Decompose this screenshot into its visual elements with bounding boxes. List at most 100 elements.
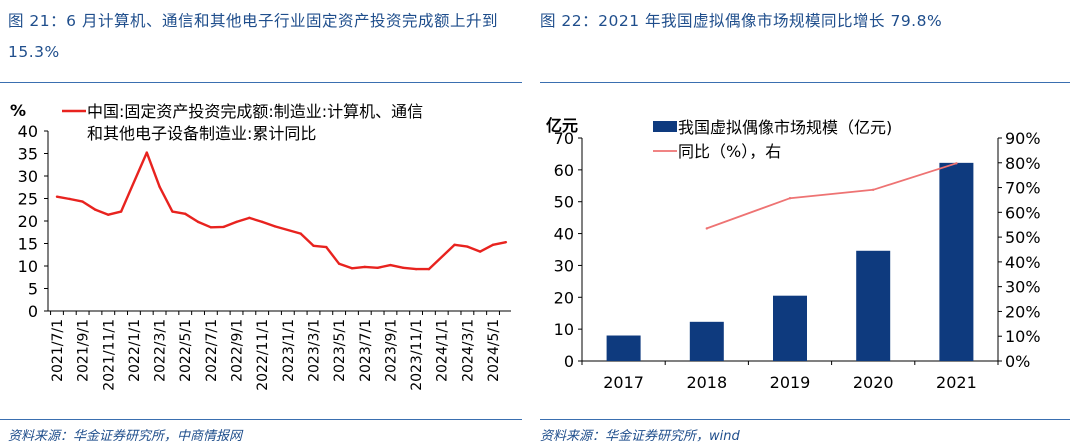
right-x-tick-label: 2017 bbox=[603, 373, 644, 392]
right-y2-tick-label: 30% bbox=[1005, 278, 1041, 297]
right-growth-point bbox=[955, 162, 958, 165]
right-bar bbox=[606, 335, 641, 361]
left-series-point bbox=[402, 266, 405, 269]
left-series-point bbox=[260, 220, 264, 224]
right-legend-label: 同比（%），右 bbox=[678, 142, 781, 161]
right-y2-tick-label: 90% bbox=[1005, 129, 1041, 148]
left-series-point bbox=[337, 262, 341, 265]
left-series-point bbox=[363, 265, 366, 269]
right-y2-tick-label: 50% bbox=[1005, 228, 1041, 247]
right-y2-tick-label: 10% bbox=[1005, 327, 1041, 346]
left-series-point bbox=[209, 226, 213, 229]
right-y-tick-label: 60 bbox=[554, 161, 574, 180]
right-bar bbox=[689, 321, 724, 361]
right-y2-tick-label: 40% bbox=[1005, 253, 1041, 272]
left-x-tick-label: 2021/9/1 bbox=[76, 319, 92, 382]
right-source-rule bbox=[540, 419, 1070, 420]
left-series-point bbox=[376, 266, 379, 269]
right-y-tick-label: 10 bbox=[554, 320, 574, 339]
right-y2-tick-label: 60% bbox=[1005, 203, 1041, 222]
left-y-tick-label: 30 bbox=[18, 167, 38, 186]
right-legend-label: 我国虚拟偶像市场规模（亿元) bbox=[678, 118, 892, 137]
right-combo-chart: 0 10 20 30 40 50 60 70 0% 10% 20% 30% 40% 50% 60% 70% 80… bbox=[546, 116, 1041, 392]
right-y-tick-label: 50 bbox=[554, 193, 574, 212]
left-x-tick-label: 2023/3/1 bbox=[306, 319, 322, 382]
left-series-point bbox=[145, 151, 148, 154]
left-x-tick-label: 2022/7/1 bbox=[204, 319, 220, 382]
left-series-point bbox=[414, 267, 418, 271]
left-series-point bbox=[389, 263, 392, 267]
right-growth-point bbox=[872, 188, 875, 191]
left-source-note: 资料来源：华金证券研究所，中商情报网 bbox=[8, 429, 243, 444]
left-series-point bbox=[107, 213, 110, 216]
left-series-point bbox=[312, 244, 315, 247]
right-y2-tick-label: 20% bbox=[1005, 302, 1041, 321]
left-x-tick-label: 2024/1/1 bbox=[435, 319, 451, 382]
right-y2-tick-label: 0% bbox=[1005, 352, 1030, 371]
left-y-tick-label: 40 bbox=[18, 122, 38, 141]
left-series-point bbox=[299, 232, 302, 235]
left-x-tick-label: 2023/9/1 bbox=[383, 319, 399, 382]
left-series-point bbox=[68, 197, 72, 201]
left-series-point bbox=[466, 245, 469, 248]
left-series-point bbox=[55, 195, 59, 198]
left-series-point bbox=[158, 185, 161, 188]
left-y-tick-label: 5 bbox=[28, 280, 38, 299]
left-series-point bbox=[273, 225, 277, 228]
left-legend-label: 和其他电子设备制造业:累计同比 bbox=[87, 124, 316, 143]
right-figure-panel: 图 22：2021 年我国虚拟偶像市场规模同比增长 79.8% 0 10 20 30 4… bbox=[540, 0, 1080, 447]
right-growth-point bbox=[788, 197, 792, 200]
left-x-tick-label: 2022/1/1 bbox=[127, 319, 143, 382]
right-growth-point bbox=[705, 227, 708, 230]
right-y-tick-label: 40 bbox=[554, 225, 574, 244]
left-series-point bbox=[453, 243, 456, 247]
left-series-point bbox=[491, 243, 495, 247]
left-figure-title: 图 21：6 月计算机、通信和其他电子行业固定资产投资完成额上升到 15.3% bbox=[8, 12, 498, 61]
right-legend-bar-swatch bbox=[653, 121, 677, 132]
left-x-tick-label: 2023/5/1 bbox=[332, 319, 348, 382]
right-y-tick-label: 0 bbox=[564, 352, 574, 371]
right-bar bbox=[773, 295, 807, 361]
left-series-point bbox=[119, 210, 123, 213]
left-x-tick-label: 2021/11/1 bbox=[101, 319, 117, 391]
right-y-tick-label: 20 bbox=[554, 288, 574, 307]
left-x-tick-label: 2021/7/1 bbox=[50, 319, 66, 382]
left-series-point bbox=[222, 225, 225, 229]
left-series-point bbox=[81, 200, 84, 203]
left-x-tick-label: 2022/9/1 bbox=[230, 319, 246, 382]
left-x-tick-label: 2024/5/1 bbox=[486, 319, 502, 382]
right-bar bbox=[939, 162, 974, 361]
left-series-line bbox=[56, 151, 507, 271]
right-bar bbox=[856, 250, 891, 361]
right-x-tick-label: 2020 bbox=[853, 373, 894, 392]
right-y-tick-label: 70 bbox=[554, 129, 574, 148]
left-series-point bbox=[248, 216, 251, 220]
left-series-point bbox=[235, 220, 238, 224]
left-y-tick-label: 0 bbox=[28, 302, 38, 321]
left-y-tick-label: 15 bbox=[18, 235, 38, 254]
left-series-point bbox=[427, 267, 431, 271]
left-x-tick-label: 2022/3/1 bbox=[153, 319, 169, 382]
left-figure-panel: 图 21：6 月计算机、通信和其他电子行业固定资产投资完成额上升到 15.3% … bbox=[0, 0, 525, 447]
left-series-point bbox=[94, 208, 97, 211]
left-series-point bbox=[171, 210, 174, 213]
left-x-tick-label: 2024/3/1 bbox=[460, 319, 476, 382]
left-series-point bbox=[325, 245, 328, 249]
left-x-tick-label: 2023/11/1 bbox=[409, 319, 425, 391]
left-y-tick-label: 20 bbox=[18, 212, 38, 231]
right-x-tick-label: 2018 bbox=[686, 373, 727, 392]
left-source-rule bbox=[0, 419, 522, 420]
right-x-tick-label: 2021 bbox=[936, 373, 977, 392]
left-x-tick-label: 2023/7/1 bbox=[358, 319, 374, 382]
left-x-tick-label: 2023/1/1 bbox=[281, 319, 297, 382]
right-y-axis-unit: 亿元 bbox=[546, 116, 578, 135]
right-source-note: 资料来源：华金证券研究所，wind bbox=[540, 429, 740, 444]
left-y-tick-label: 35 bbox=[18, 145, 38, 164]
left-series-point bbox=[196, 220, 200, 224]
left-x-tick-label: 2022/5/1 bbox=[178, 319, 194, 382]
right-figure-title: 图 22：2021 年我国虚拟偶像市场规模同比增长 79.8% bbox=[540, 12, 943, 30]
left-series-point bbox=[184, 212, 187, 215]
left-y-tick-label: 25 bbox=[18, 190, 38, 209]
right-growth-line bbox=[706, 162, 957, 230]
right-y2-tick-label: 80% bbox=[1005, 154, 1041, 173]
